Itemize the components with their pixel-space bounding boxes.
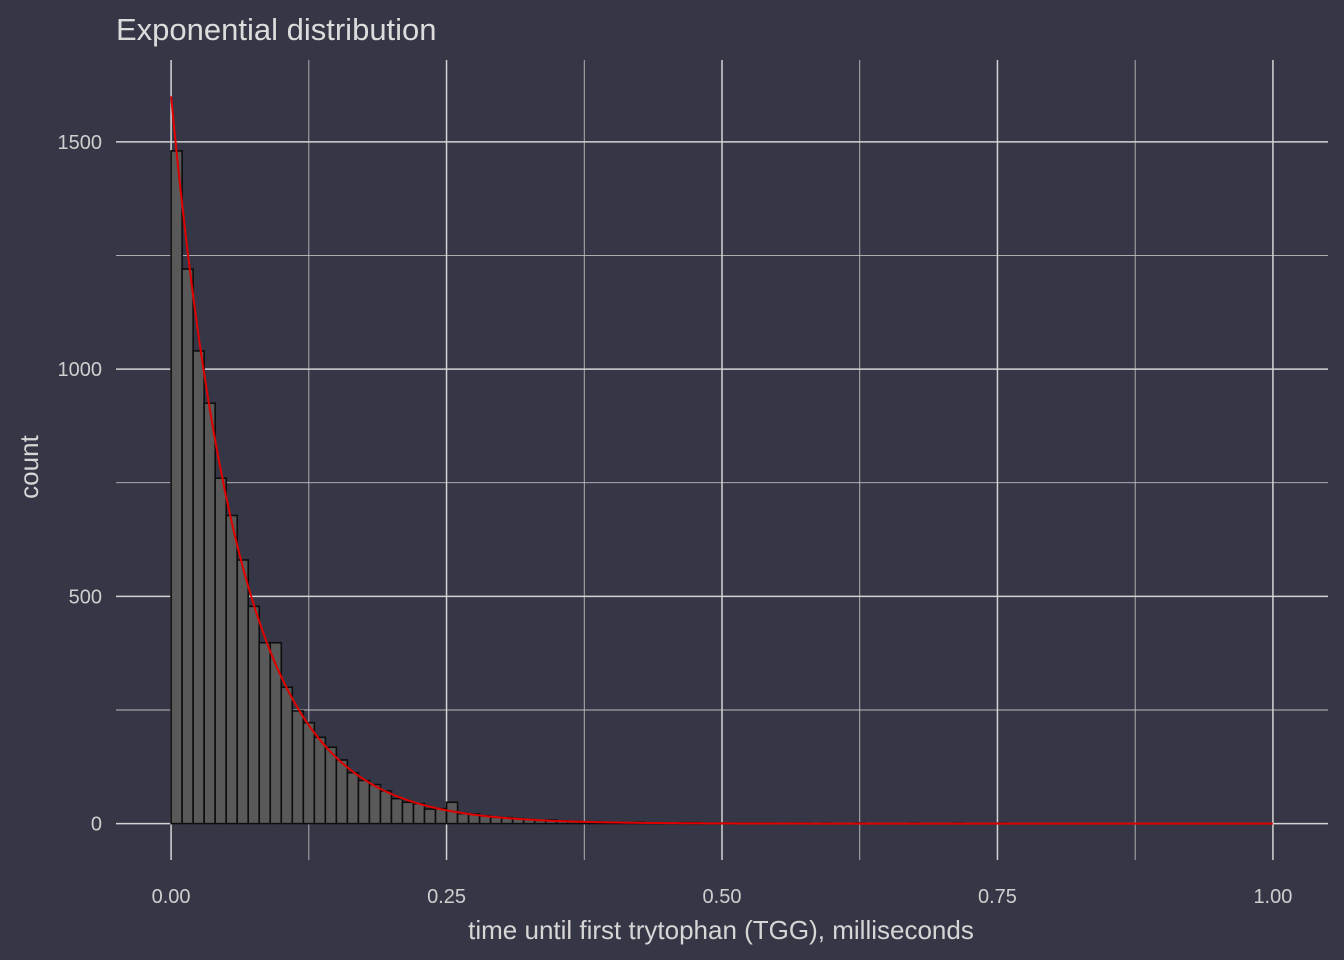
histogram-bar <box>247 605 261 825</box>
histogram-bar <box>181 268 194 825</box>
histogram-bars <box>170 150 1010 825</box>
x-tick-label: 0.75 <box>978 886 1017 908</box>
histogram-bar <box>170 150 183 825</box>
x-tick-label: 1.00 <box>1253 886 1292 908</box>
fitted-curve-layer <box>170 96 1273 825</box>
y-tick-label: 1500 <box>58 132 103 154</box>
histogram-bar <box>324 746 338 825</box>
histogram-bar <box>214 477 227 825</box>
x-tick-label: 0.25 <box>427 886 466 908</box>
histogram-bar <box>280 686 294 825</box>
histogram-bar <box>379 790 393 825</box>
histogram-bar <box>258 641 272 825</box>
chart-title: Exponential distribution <box>116 12 437 47</box>
histogram-bar <box>269 641 283 825</box>
y-axis-title: count <box>14 434 44 498</box>
histogram-bar <box>401 801 415 825</box>
histogram-bar <box>346 771 360 825</box>
histogram-bar <box>412 802 426 825</box>
histogram-bar <box>192 350 205 825</box>
fitted-exponential-curve <box>170 96 1273 825</box>
y-tick-label: 500 <box>69 586 102 608</box>
histogram-bar <box>302 721 316 825</box>
histogram-bar <box>335 759 349 825</box>
histogram-bar <box>368 783 382 825</box>
histogram-bar <box>423 808 437 825</box>
histogram-bar <box>456 812 470 825</box>
y-tick-label: 0 <box>91 814 102 836</box>
tick-labels: 0.00 0.25 0.50 0.75 1.00 0 500 1000 1500 <box>58 132 1293 908</box>
x-axis-title: time until first trytophan (TGG), millis… <box>468 915 974 945</box>
x-tick-label: 0.50 <box>703 886 742 908</box>
histogram-bar <box>225 514 239 825</box>
y-tick-label: 1000 <box>58 359 103 381</box>
x-tick-label: 0.00 <box>152 886 191 908</box>
histogram-bar <box>390 797 404 825</box>
histogram-bar <box>236 559 250 825</box>
histogram-bar <box>313 736 327 825</box>
histogram-bar <box>357 779 371 825</box>
histogram-bar <box>203 402 216 825</box>
histogram-bar <box>291 710 305 825</box>
